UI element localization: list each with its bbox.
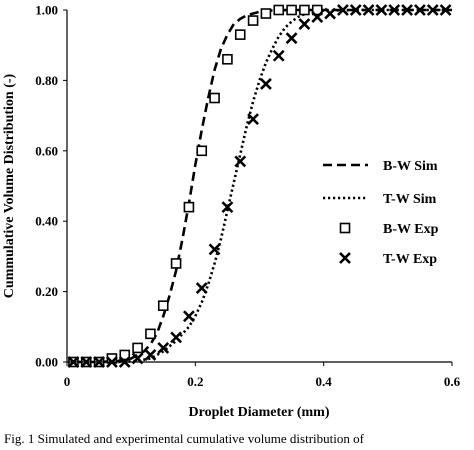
data-point — [259, 78, 272, 90]
y-axis-title: Cummulative Volume Distribution (-) — [2, 73, 17, 298]
data-point — [286, 4, 297, 16]
legend-label: T-W Sim — [383, 192, 437, 207]
data-point — [208, 243, 221, 256]
data-point — [119, 349, 131, 361]
data-point — [170, 258, 182, 269]
y-tick-label: 0.40 — [35, 214, 58, 229]
data-point — [170, 331, 183, 344]
x-tick-label: 0.2 — [187, 374, 203, 389]
data-point — [324, 7, 337, 20]
plot-area — [67, 4, 452, 368]
legend-item: B-W Exp — [339, 222, 439, 237]
data-point — [234, 155, 247, 168]
data-point — [439, 4, 452, 16]
data-point — [311, 11, 324, 23]
data-point — [221, 201, 234, 214]
data-point — [145, 328, 156, 340]
figure-caption: Fig. 1 Simulated and experimental cumula… — [4, 431, 364, 446]
data-point — [132, 342, 143, 354]
legend-item: B-W Sim — [323, 159, 438, 174]
x-axis-title: Droplet Diameter (mm) — [189, 405, 330, 420]
data-point — [183, 201, 195, 213]
legend-swatch — [339, 252, 351, 264]
data-point — [299, 4, 310, 16]
data-point — [144, 349, 157, 361]
y-tick-label: 0.00 — [35, 355, 58, 370]
data-point — [349, 4, 362, 16]
data-point — [182, 310, 195, 323]
data-point — [272, 49, 285, 62]
data-point — [273, 4, 285, 16]
data-point — [247, 15, 259, 26]
chart: 0.00 0.20 0.40 0.60 0.80 1.00 0 0.2 0.4 0.6 Dropl… — [2, 3, 461, 421]
data-point — [247, 113, 260, 126]
axes: 0.00 0.20 0.40 0.60 0.80 1.00 0 0.2 0.4 0.6 — [35, 3, 460, 390]
data-point — [195, 282, 208, 294]
data-point — [388, 4, 401, 16]
data-point — [209, 92, 220, 104]
data-point — [298, 18, 311, 30]
legend-label: B-W Sim — [383, 159, 438, 174]
series-line — [73, 8, 452, 364]
legend-label: B-W Exp — [383, 222, 439, 237]
legend-label: T-W Exp — [383, 252, 437, 267]
series-0 — [73, 8, 452, 364]
data-point — [401, 4, 414, 16]
data-point — [260, 8, 272, 19]
y-tick-label: 1.00 — [35, 3, 58, 18]
x-tick-label: 0.6 — [444, 374, 461, 389]
data-point — [157, 342, 170, 354]
legend-item: T-W Sim — [323, 192, 437, 207]
data-point — [285, 32, 298, 45]
y-tick-label: 0.20 — [35, 284, 58, 299]
data-point — [311, 4, 323, 16]
legend: B-W Sim T-W Sim B-W Exp T-W Exp — [323, 159, 439, 267]
y-tick-label: 0.60 — [35, 143, 58, 158]
series-3 — [67, 4, 452, 368]
x-tick-label: 0.4 — [316, 374, 333, 389]
data-point — [157, 300, 169, 311]
series-1 — [73, 8, 452, 364]
x-tick-label: 0 — [64, 374, 71, 389]
series-line — [73, 8, 452, 364]
legend-item: T-W Exp — [339, 252, 437, 267]
series-2 — [68, 4, 323, 368]
data-point — [362, 4, 375, 16]
data-point — [426, 4, 439, 16]
data-point — [222, 53, 233, 65]
data-point — [413, 4, 426, 16]
data-point — [196, 145, 208, 157]
data-point — [375, 4, 388, 16]
legend-swatch — [339, 222, 351, 234]
y-tick-label: 0.80 — [35, 73, 58, 88]
data-point — [234, 29, 246, 40]
data-point — [336, 4, 349, 16]
